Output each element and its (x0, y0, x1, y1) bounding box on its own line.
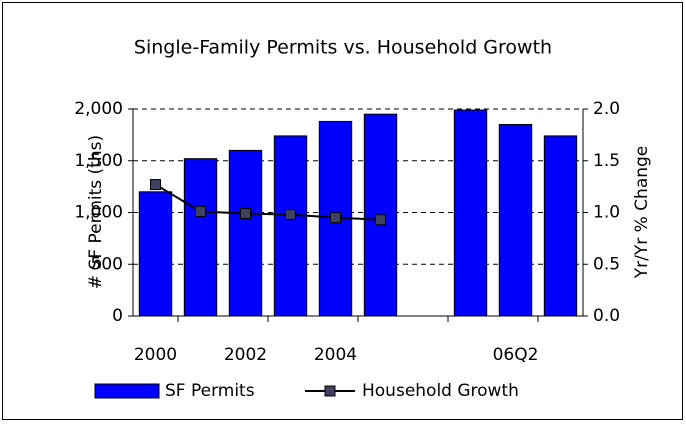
legend-label: SF Permits (165, 381, 255, 401)
x-tick-label: 2000 (134, 345, 177, 365)
line-marker (240, 208, 251, 220)
y-tick-label: 1,500 (74, 151, 123, 171)
x-tick-label: 2002 (224, 345, 267, 365)
x-tick-label: 2004 (314, 345, 357, 365)
bar (273, 135, 308, 317)
y2-tick-label: 0.0 (593, 306, 620, 326)
legend-label: Household Growth (362, 381, 519, 401)
bar (543, 135, 578, 317)
legend-swatch (94, 383, 160, 399)
bar (453, 109, 488, 317)
y-tick-label: 1,000 (74, 203, 123, 223)
y2-tick-label: 1.5 (593, 151, 620, 171)
legend-marker (324, 385, 336, 397)
x-tick-label: 06Q2 (493, 345, 539, 365)
y2-tick-label: 0.5 (593, 254, 620, 274)
bar (138, 191, 173, 317)
line-marker (285, 209, 296, 221)
y2-tick-label: 1.0 (593, 203, 620, 223)
line-marker (150, 179, 161, 191)
line (154, 183, 381, 221)
y-tick-label: 0 (112, 306, 123, 326)
line-marker (375, 214, 386, 226)
line-marker (195, 205, 206, 217)
y-tick-label: 2,000 (74, 99, 123, 119)
bar (183, 158, 218, 317)
y-tick-label: 500 (91, 254, 123, 274)
y2-tick-label: 2.0 (593, 99, 620, 119)
y-axis-title: # SF Permits (ths) (86, 135, 106, 289)
bar (228, 149, 263, 317)
chart-title: Single-Family Permits vs. Household Grow… (134, 37, 552, 59)
y2-axis-title: Yr/Yr % Change (632, 146, 652, 280)
line-marker (330, 212, 341, 224)
bar (498, 124, 533, 317)
